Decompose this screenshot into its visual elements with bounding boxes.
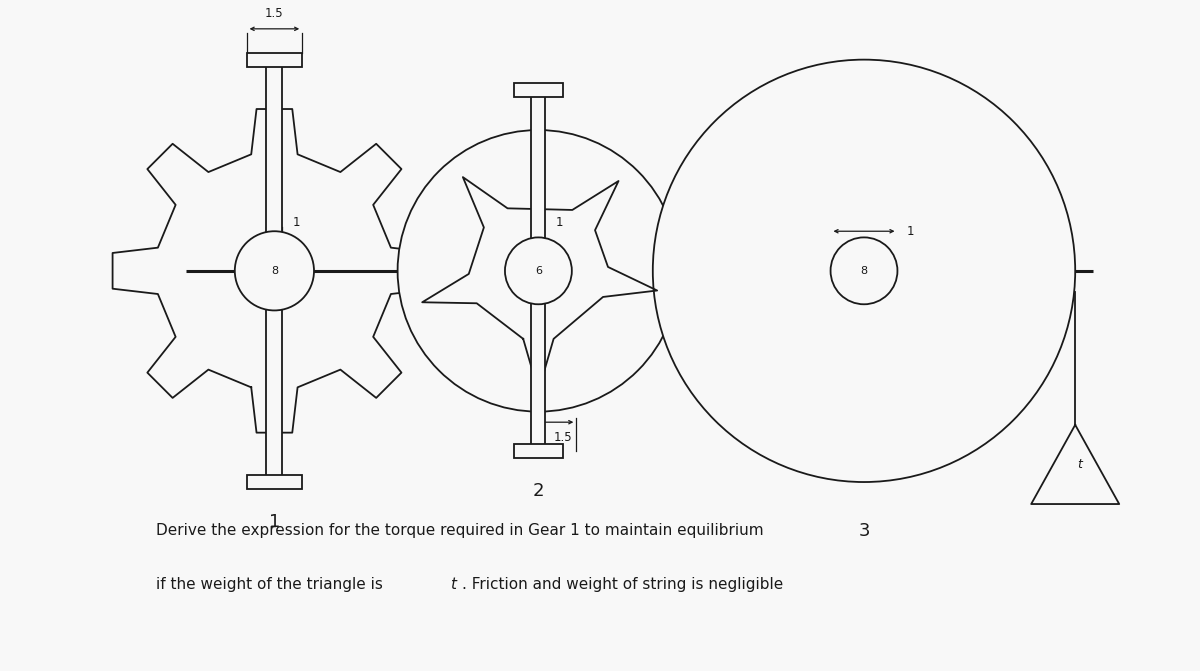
Text: t: t [450,577,456,592]
Text: 1: 1 [269,513,280,531]
Bar [514,444,563,458]
Bar [266,60,282,482]
Bar [514,83,563,97]
Text: . Friction and weight of string is negligible: . Friction and weight of string is negli… [462,577,784,592]
Text: 1: 1 [556,216,564,229]
Bar [532,91,546,451]
Circle shape [830,238,898,304]
Text: 1.5: 1.5 [265,7,283,20]
Text: 1.5: 1.5 [553,431,572,444]
Circle shape [235,231,314,311]
Text: 8: 8 [271,266,278,276]
Circle shape [653,60,1075,482]
Text: t: t [1078,458,1082,471]
Circle shape [505,238,572,304]
Text: 1: 1 [906,225,913,238]
Text: 3: 3 [858,521,870,539]
Text: if the weight of the triangle is: if the weight of the triangle is [156,577,388,592]
Text: 8: 8 [860,266,868,276]
Bar [247,52,302,66]
Circle shape [397,130,679,411]
Text: 6: 6 [535,266,542,276]
Text: 2: 2 [533,482,544,500]
Text: 1: 1 [293,216,300,229]
Text: Derive the expression for the torque required in Gear 1 to maintain equilibrium: Derive the expression for the torque req… [156,523,763,538]
Bar [247,475,302,489]
